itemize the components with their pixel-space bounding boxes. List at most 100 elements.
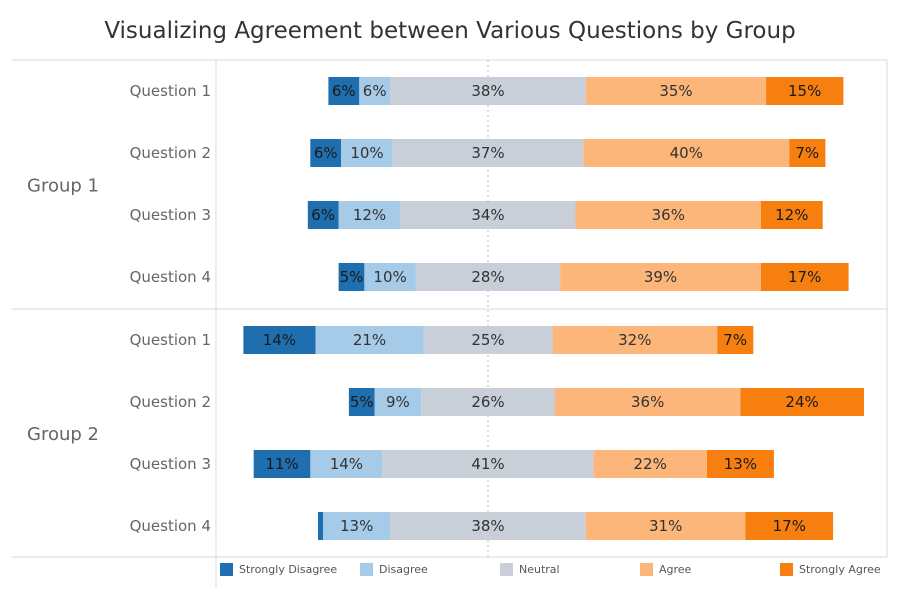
- segment-value-label: 31%: [649, 517, 682, 535]
- segment-value-label: 13%: [340, 517, 373, 535]
- segment-value-label: 38%: [471, 82, 504, 100]
- bar-segment: [359, 77, 391, 105]
- bar-segment: [560, 263, 761, 291]
- bar-segment: [253, 450, 311, 478]
- bar-segment: [243, 326, 316, 354]
- bar-segment: [421, 388, 555, 416]
- segment-value-label: 14%: [330, 455, 363, 473]
- question-label: Question 3: [130, 206, 211, 224]
- segment-value-label: 6%: [363, 82, 387, 100]
- question-label: Question 2: [130, 393, 211, 411]
- segment-value-label: 12%: [775, 206, 808, 224]
- segment-value-label: 6%: [311, 206, 335, 224]
- bar-segment: [585, 512, 746, 540]
- bar-segment: [338, 201, 401, 229]
- bar-segment: [374, 388, 422, 416]
- segment-value-label: 36%: [631, 393, 664, 411]
- legend-label: Agree: [659, 563, 692, 576]
- segment-value-label: 26%: [471, 393, 504, 411]
- segment-value-label: 5%: [340, 268, 364, 286]
- bar-segment: [338, 263, 365, 291]
- question-label: Question 1: [130, 331, 211, 349]
- bar-segment: [593, 450, 707, 478]
- segment-value-label: 6%: [314, 144, 338, 162]
- segment-value-label: 6%: [332, 82, 356, 100]
- segment-value-label: 21%: [353, 331, 386, 349]
- segment-value-label: 35%: [659, 82, 692, 100]
- segment-value-label: 17%: [773, 517, 806, 535]
- bar-segment: [307, 201, 339, 229]
- question-label: Question 3: [130, 455, 211, 473]
- bar-segment: [789, 139, 826, 167]
- segment-value-label: 9%: [386, 393, 410, 411]
- legend-swatch: [500, 563, 513, 576]
- segment-value-label: 7%: [723, 331, 747, 349]
- bar-segment: [400, 201, 576, 229]
- question-label: Question 2: [130, 144, 211, 162]
- bar-segment: [348, 388, 375, 416]
- bar-segment: [423, 326, 553, 354]
- legend-swatch: [360, 563, 373, 576]
- chart-frame: [12, 59, 888, 588]
- segment-value-label: 5%: [350, 393, 374, 411]
- bar-segment: [390, 512, 586, 540]
- segment-value-label: 36%: [652, 206, 685, 224]
- bar-segment: [392, 139, 584, 167]
- segment-value-label: 10%: [350, 144, 383, 162]
- legend-label: Strongly Agree: [799, 563, 881, 576]
- segment-value-label: 41%: [471, 455, 504, 473]
- question-label: Question 4: [130, 268, 211, 286]
- question-label: Question 1: [130, 82, 211, 100]
- bar-segment: [328, 77, 360, 105]
- legend-swatch: [780, 563, 793, 576]
- bar-segment: [745, 512, 834, 540]
- segment-value-label: 22%: [634, 455, 667, 473]
- segment-value-label: 39%: [644, 268, 677, 286]
- bar-segment: [364, 263, 416, 291]
- bar-segment: [706, 450, 774, 478]
- bar-segment: [761, 263, 849, 291]
- segment-value-label: 37%: [471, 144, 504, 162]
- bar-segment: [552, 326, 718, 354]
- bar-segment: [766, 77, 844, 105]
- legend-swatch: [640, 563, 653, 576]
- group-label: Group 2: [27, 424, 99, 445]
- segment-value-label: 32%: [618, 331, 651, 349]
- segment-value-label: 15%: [788, 82, 821, 100]
- segment-value-label: 14%: [263, 331, 296, 349]
- bar-segment: [717, 326, 754, 354]
- chart-title: Visualizing Agreement between Various Qu…: [104, 18, 796, 44]
- segment-value-label: 24%: [785, 393, 818, 411]
- bar-segment: [740, 388, 864, 416]
- segment-value-label: 7%: [795, 144, 819, 162]
- segment-value-label: 28%: [471, 268, 504, 286]
- question-label: Question 4: [130, 517, 211, 535]
- bar-segment: [585, 77, 767, 105]
- segment-value-label: 17%: [788, 268, 821, 286]
- bar-segment: [310, 450, 383, 478]
- segment-value-label: 40%: [670, 144, 703, 162]
- bar-segment: [341, 139, 393, 167]
- bar-segment: [760, 201, 823, 229]
- segment-value-label: 34%: [471, 206, 504, 224]
- bar-segment: [390, 77, 586, 105]
- group-label: Group 1: [27, 176, 99, 197]
- bar-segment: [323, 512, 391, 540]
- segment-value-label: 38%: [471, 517, 504, 535]
- labels-layer: Group 1 Question 1 6% 6% 38% 35% 15% Question 2…: [27, 82, 821, 535]
- segment-value-label: 10%: [373, 268, 406, 286]
- bar-segment: [315, 326, 424, 354]
- bar-segment: [310, 139, 342, 167]
- segment-value-label: 12%: [353, 206, 386, 224]
- bar-segment: [318, 512, 324, 540]
- legend-label: Strongly Disagree: [239, 563, 337, 576]
- legend-swatch: [220, 563, 233, 576]
- segment-value-label: 11%: [265, 455, 298, 473]
- legend: Strongly Disagree Disagree Neutral Agree Str…: [220, 563, 881, 576]
- legend-label: Disagree: [379, 563, 428, 576]
- legend-label: Neutral: [519, 563, 560, 576]
- bar-segment: [555, 388, 741, 416]
- bar-segment: [382, 450, 594, 478]
- bar-segment: [575, 201, 761, 229]
